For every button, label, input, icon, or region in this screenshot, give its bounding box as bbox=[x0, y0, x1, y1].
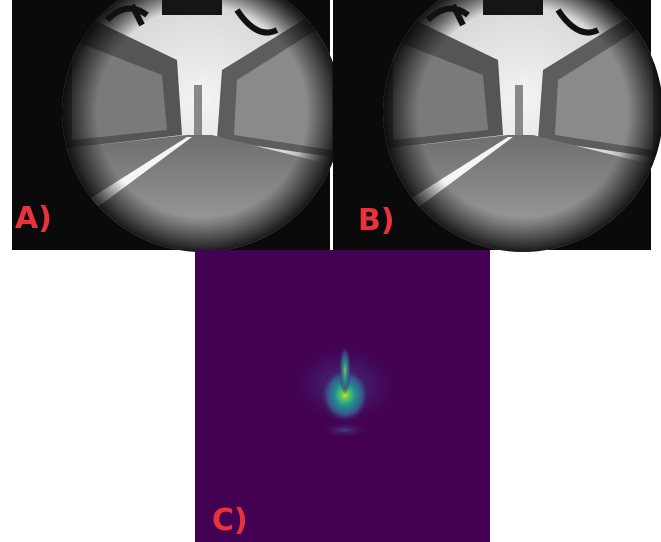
panel-label: A) bbox=[15, 201, 52, 236]
panel-c bbox=[195, 250, 490, 542]
figure: A) B) C) bbox=[0, 0, 661, 542]
fisheye-image bbox=[12, 0, 352, 260]
panel-a bbox=[12, 0, 352, 260]
heatmap-peak bbox=[339, 345, 351, 395]
page: {"panels": [{"label": "A)"}, {"label": "… bbox=[0, 0, 661, 542]
heatmap-halo bbox=[320, 422, 370, 438]
panel-label: C) bbox=[212, 503, 248, 538]
panel-label: B) bbox=[358, 203, 395, 238]
